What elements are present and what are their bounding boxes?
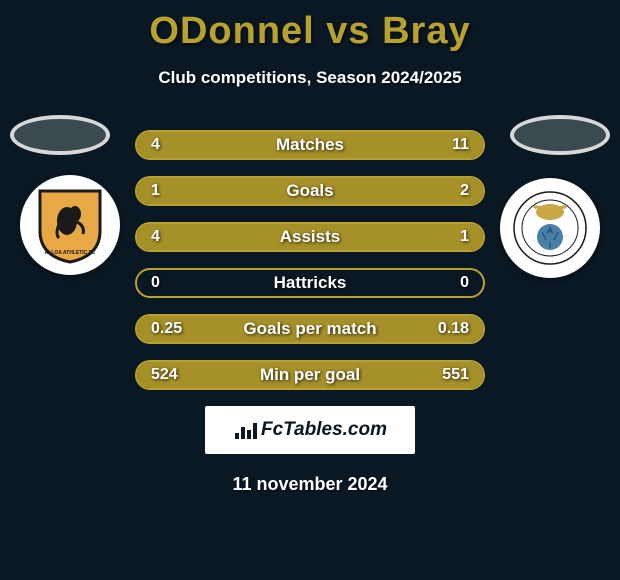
stat-label: Matches	[137, 132, 483, 158]
team-badge-left: ALLOA ATHLETIC FC	[20, 175, 120, 275]
footer-date: 11 november 2024	[0, 474, 620, 495]
stat-label: Min per goal	[137, 362, 483, 388]
footer-brand-text: FcTables.com	[261, 419, 387, 441]
stat-bar-assists: 4 Assists 1	[135, 222, 485, 252]
subtitle: Club competitions, Season 2024/2025	[0, 68, 620, 88]
stat-label: Goals per match	[137, 316, 483, 342]
footer-brand-badge: FcTables.com	[205, 406, 415, 454]
stat-value-right: 551	[442, 362, 469, 388]
stat-bar-hattricks: 0 Hattricks 0	[135, 268, 485, 298]
svg-text:ALLOA ATHLETIC FC: ALLOA ATHLETIC FC	[45, 250, 96, 256]
page-title: ODonnel vs Bray	[0, 0, 620, 53]
stat-label: Assists	[137, 224, 483, 250]
arc-decoration-right	[510, 115, 610, 155]
inverness-crest-icon	[512, 190, 588, 266]
stat-bar-goals: 1 Goals 2	[135, 176, 485, 206]
stat-value-right: 0.18	[438, 316, 469, 342]
chart-bars-icon	[233, 419, 259, 441]
stat-value-right: 11	[452, 132, 469, 158]
stat-value-right: 2	[460, 178, 469, 204]
stat-value-right: 1	[460, 224, 469, 250]
stat-label: Hattricks	[137, 270, 483, 296]
stat-bar-matches: 4 Matches 11	[135, 130, 485, 160]
stat-bar-goals-per-match: 0.25 Goals per match 0.18	[135, 314, 485, 344]
team-badge-right	[500, 178, 600, 278]
stat-bars-container: 4 Matches 11 1 Goals 2 4 Assists 1 0 Hat…	[135, 130, 485, 390]
stat-value-right: 0	[460, 270, 469, 296]
stat-label: Goals	[137, 178, 483, 204]
arc-decoration-left	[10, 115, 110, 155]
alloa-shield-icon: ALLOA ATHLETIC FC	[35, 186, 105, 264]
stat-bar-min-per-goal: 524 Min per goal 551	[135, 360, 485, 390]
